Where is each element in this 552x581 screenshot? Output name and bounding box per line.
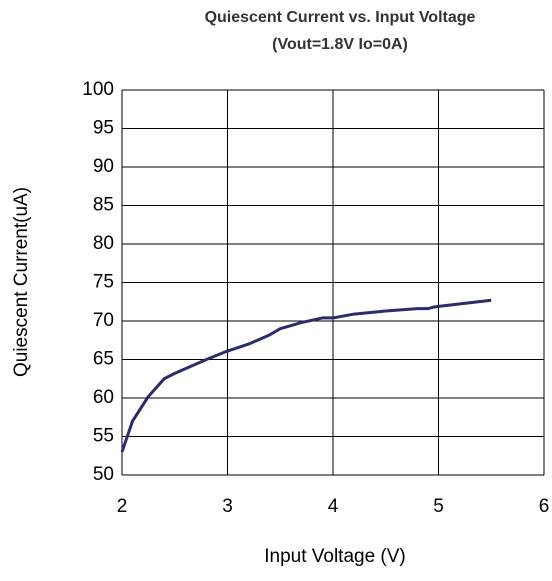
chart-title: Quiescent Current vs. Input Voltage [205, 9, 476, 26]
y-tick-label: 55 [93, 426, 114, 447]
x-tick-label: 5 [433, 496, 444, 517]
x-tick-label: 6 [539, 496, 550, 517]
y-tick-label: 95 [93, 118, 114, 139]
y-tick-label: 90 [93, 156, 114, 177]
data-line [120, 298, 492, 453]
y-tick-label: 60 [93, 387, 114, 408]
y-axis-label: Quiescent Current(uA) [11, 187, 32, 377]
y-tick-label: 75 [93, 272, 114, 293]
y-tick-label: 80 [93, 233, 114, 254]
x-tick-label: 2 [117, 496, 128, 517]
x-tick-label: 3 [222, 496, 233, 517]
y-tick-label: 85 [93, 195, 114, 216]
chart-subtitle: (Vout=1.8V Io=0A) [272, 36, 408, 53]
y-tick-label: 65 [93, 349, 114, 370]
y-tick-label: 50 [93, 464, 114, 485]
x-tick-label: 4 [328, 496, 339, 517]
y-tick-label: 100 [82, 79, 114, 100]
x-axis-label: Input Voltage (V) [264, 546, 406, 567]
y-tick-label: 70 [93, 310, 114, 331]
